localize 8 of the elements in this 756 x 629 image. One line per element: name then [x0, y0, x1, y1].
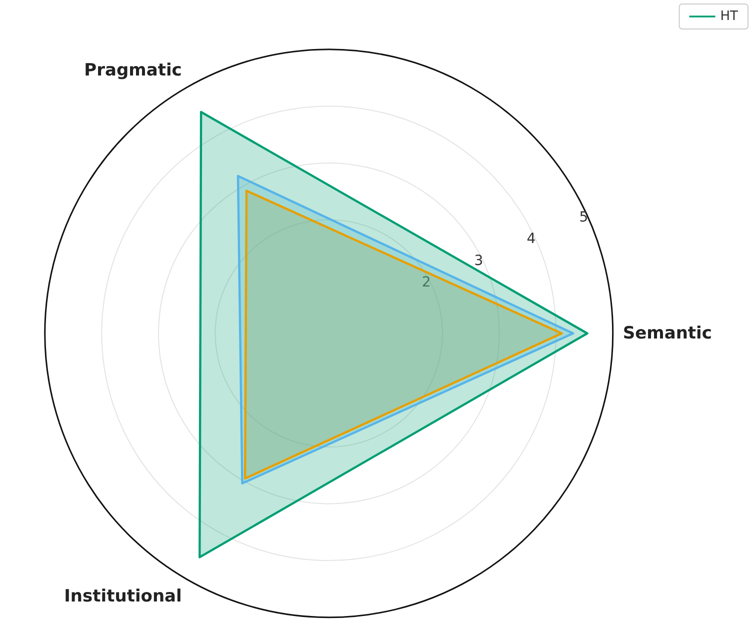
legend-label: HT — [720, 9, 738, 24]
spoke-label: Pragmatic — [84, 60, 182, 80]
y-tick-label: 4 — [526, 231, 536, 248]
y-tick-label: 5 — [579, 209, 588, 226]
y-tick-label: 3 — [474, 252, 484, 269]
spoke-label: Semantic — [622, 323, 712, 344]
y-tick-label: 2 — [422, 274, 431, 291]
spoke-label: Institutional — [64, 586, 182, 606]
